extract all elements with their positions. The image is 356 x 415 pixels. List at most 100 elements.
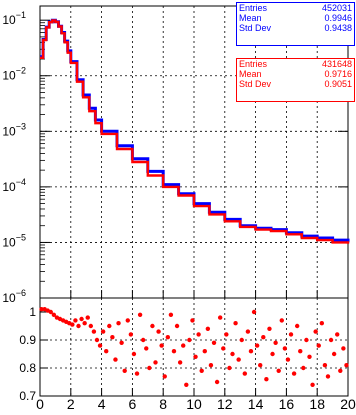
ratio-point <box>181 343 186 348</box>
ratio-point <box>264 377 269 382</box>
stats-row-stddev: Std Dev 0.9051 <box>237 79 354 89</box>
ratio-point <box>73 318 78 323</box>
stats-row-entries: Entries 431648 <box>237 59 354 69</box>
bottom-ytick-label: 0.9 <box>19 333 36 347</box>
bottom-plot-frame <box>39 297 349 397</box>
ratio-point <box>153 360 158 365</box>
ratio-point <box>294 323 300 329</box>
stats-value: 0.9946 <box>324 13 352 23</box>
ratio-point <box>242 371 248 376</box>
ratio-point <box>322 363 328 368</box>
top-ytick-label: 10−3 <box>2 121 26 138</box>
ratio-point <box>51 312 57 317</box>
ratio-point <box>162 374 167 379</box>
xtick-label: 20 <box>340 396 356 410</box>
stats-row-stddev: Std Dev 0.9438 <box>237 23 354 33</box>
ratio-point <box>76 323 81 329</box>
ratio-point <box>208 363 214 368</box>
ratio-point <box>113 357 118 362</box>
ratio-point <box>94 337 100 343</box>
bottom-ytick-label: 0.7 <box>19 389 36 403</box>
ratio-point <box>91 329 97 334</box>
bottom-ytick-label: 0.8 <box>19 361 36 375</box>
xtick-label: 10 <box>186 396 202 410</box>
ratio-point <box>156 329 161 334</box>
ratio-point <box>134 371 140 376</box>
ratio-point <box>217 315 223 320</box>
ratio-point <box>119 340 124 345</box>
ratio-point <box>328 337 334 343</box>
ratio-point <box>177 360 183 365</box>
ratio-point <box>165 335 171 340</box>
ratio-point <box>171 349 177 354</box>
ratio-point <box>341 346 346 351</box>
ratio-point <box>82 321 87 326</box>
ratio-point <box>168 312 174 317</box>
ratio-point <box>39 307 44 312</box>
stats-value: 452031 <box>321 3 352 13</box>
ratio-point <box>193 354 198 359</box>
xtick-label: 12 <box>217 396 233 410</box>
xtick-label: 8 <box>159 396 167 410</box>
bottom-ytick-label: 1 <box>29 305 36 319</box>
stats-label: Entries <box>239 3 268 13</box>
ratio-point <box>285 357 291 362</box>
ratio-point <box>125 318 130 323</box>
ratio-point <box>267 326 272 331</box>
ratio-point <box>313 329 318 334</box>
ratio-point <box>319 321 325 326</box>
ratio-point <box>279 318 284 323</box>
ratio-point <box>190 318 195 323</box>
ratio-point <box>270 351 275 357</box>
stats-value: 0.9438 <box>324 23 352 33</box>
ratio-point <box>79 316 84 322</box>
ratio-point <box>187 337 192 343</box>
ratio-point <box>288 332 294 337</box>
stats-row-mean: Mean 0.9716 <box>237 69 354 79</box>
xtick-label: 0 <box>36 396 44 410</box>
ratio-point <box>97 343 103 348</box>
ratio-point <box>159 343 164 348</box>
xtick-label: 4 <box>98 396 106 410</box>
stats-value: 0.9051 <box>324 79 352 89</box>
ratio-point <box>140 337 146 343</box>
ratio-point <box>137 312 143 317</box>
stats-label: Std Dev <box>239 23 272 33</box>
ratio-point <box>301 365 306 371</box>
stats-label: Std Dev <box>239 79 272 89</box>
ratio-point <box>258 363 263 368</box>
xtick-label: 14 <box>248 396 264 410</box>
xtick-label: 6 <box>129 396 137 410</box>
ratio-point <box>338 368 343 373</box>
ratio-point <box>233 321 238 326</box>
top-ytick-label: 10−6 <box>2 288 26 305</box>
series-red-line <box>40 19 350 244</box>
ratio-point <box>291 371 297 376</box>
ratio-point <box>344 363 349 368</box>
ratio-point <box>273 340 278 345</box>
ratio-point <box>261 335 266 340</box>
stats-box-red: Entries 431648 Mean 0.9716 Std Dev 0.9051 <box>236 58 355 102</box>
stats-value: 0.9716 <box>324 69 352 79</box>
ratio-point <box>196 332 201 337</box>
ratio-point <box>131 351 137 357</box>
ratio-point <box>282 346 288 351</box>
ratio-point <box>316 343 321 348</box>
ratio-point <box>304 337 309 343</box>
ratio-point <box>122 368 127 373</box>
ratio-point <box>147 365 152 371</box>
top-ytick-label: 10−4 <box>2 177 26 194</box>
ratio-point <box>128 332 134 337</box>
top-ytick-label: 10−1 <box>2 10 26 27</box>
ratio-point <box>307 354 312 359</box>
ratio-point <box>245 329 251 334</box>
ratio-point <box>276 368 281 373</box>
ratio-point <box>205 326 211 331</box>
stats-label: Entries <box>239 59 268 69</box>
stats-value: 431648 <box>321 59 352 69</box>
ratio-point <box>236 357 241 362</box>
ratio-point <box>202 349 207 354</box>
ratio-point <box>107 323 112 329</box>
